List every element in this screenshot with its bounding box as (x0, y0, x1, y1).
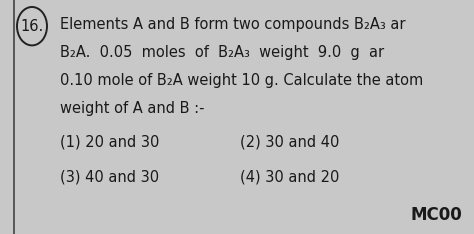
Text: 16.: 16. (20, 19, 44, 34)
Text: B₂A.  0.05  moles  of  B₂A₃  weight  9.0  g  ar: B₂A. 0.05 moles of B₂A₃ weight 9.0 g ar (60, 45, 384, 60)
Text: 0.10 mole of B₂A weight 10 g. Calculate the atom: 0.10 mole of B₂A weight 10 g. Calculate … (60, 73, 423, 88)
Text: (3) 40 and 30: (3) 40 and 30 (60, 169, 159, 184)
Text: (4) 30 and 20: (4) 30 and 20 (240, 169, 339, 184)
Text: (1) 20 and 30: (1) 20 and 30 (60, 135, 159, 150)
Text: MC00: MC00 (410, 206, 462, 224)
Text: (2) 30 and 40: (2) 30 and 40 (240, 135, 339, 150)
Text: weight of A and B :-: weight of A and B :- (60, 101, 204, 116)
Text: Elements A and B form two compounds B₂A₃ ar: Elements A and B form two compounds B₂A₃… (60, 18, 405, 33)
